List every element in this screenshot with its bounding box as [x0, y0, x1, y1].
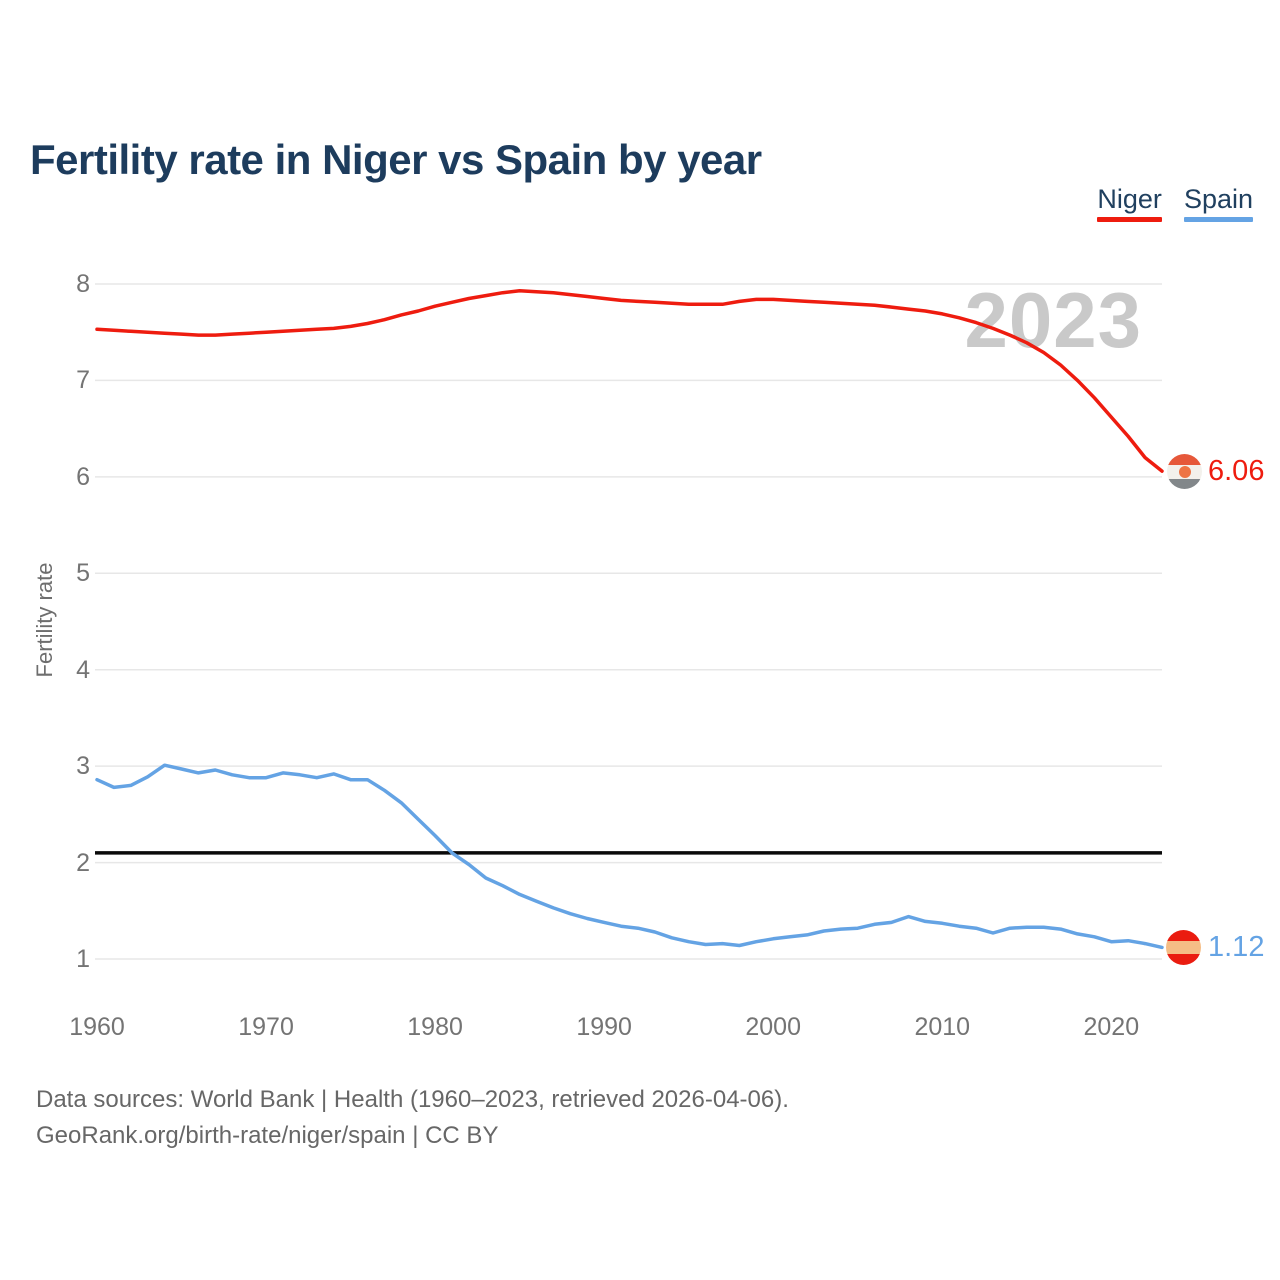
gridlines: [95, 283, 1162, 960]
y-tick-label: 4: [76, 655, 90, 684]
legend-item-spain[interactable]: Spain: [1183, 184, 1253, 222]
legend-label-niger: Niger: [1097, 184, 1162, 214]
y-tick-label: 3: [76, 752, 90, 781]
footer-sources: Data sources: World Bank | Health (1960–…: [36, 1086, 789, 1113]
niger-line[interactable]: [95, 289, 1164, 473]
spain-line[interactable]: [95, 763, 1164, 950]
x-tick-label: 2020: [1083, 1013, 1140, 1041]
y-tick-label: 6: [76, 462, 90, 491]
y-tick-label: 1: [76, 945, 90, 973]
legend-label-spain: Spain: [1183, 184, 1253, 214]
legend: Niger Spain: [1097, 184, 1253, 222]
legend-bar-niger: [1097, 217, 1162, 222]
legend-bar-spain: [1183, 217, 1253, 222]
niger-end-value: 6.06: [1208, 454, 1265, 487]
niger-flag-icon: [1167, 453, 1202, 489]
x-tick-label: 1960: [69, 1013, 125, 1041]
y-tick-label: 5: [76, 559, 90, 588]
spain-end-value: 1.12: [1208, 930, 1265, 963]
x-tick-label: 2010: [914, 1013, 971, 1041]
footer-attribution: GeoRank.org/birth-rate/niger/spain | CC …: [36, 1122, 499, 1149]
x-tick-label: 1980: [407, 1013, 463, 1041]
y-tick-label: 2: [76, 848, 90, 877]
watermark-year: 2023: [964, 276, 1142, 364]
y-tick-label: 7: [76, 366, 90, 395]
x-tick-label: 1970: [238, 1013, 294, 1041]
legend-item-niger[interactable]: Niger: [1097, 184, 1162, 222]
spain-flag-icon: [1166, 929, 1201, 965]
page-title: Fertility rate in Niger vs Spain by year: [30, 136, 762, 184]
y-tick-label: 8: [76, 270, 90, 298]
x-tick-label: 2000: [745, 1013, 801, 1041]
x-tick-label: 1990: [576, 1013, 632, 1041]
